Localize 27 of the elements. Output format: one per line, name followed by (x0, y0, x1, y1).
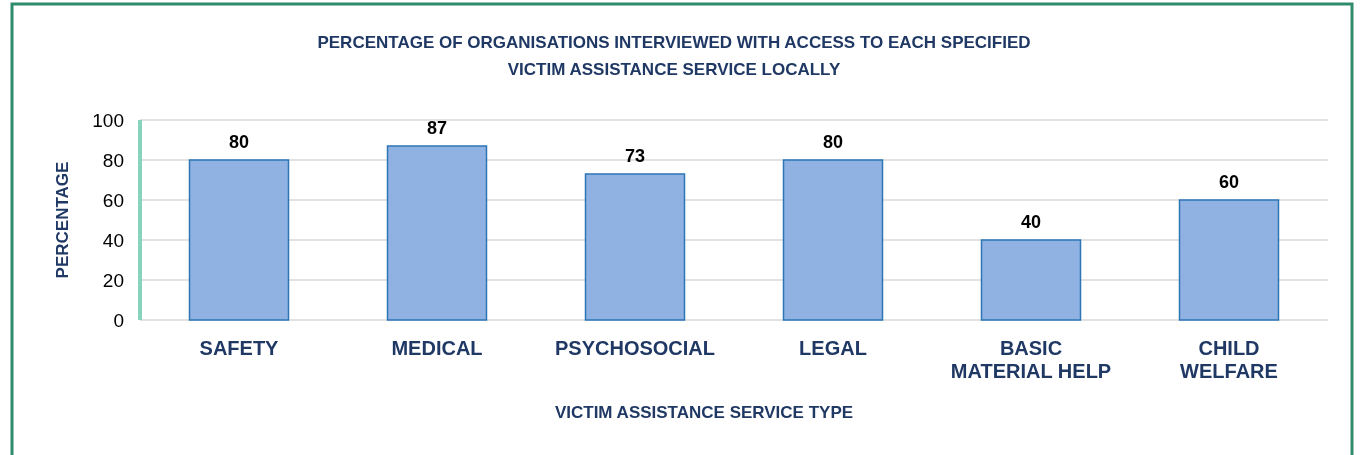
x-tick-label: BASIC MATERIAL HELP (950, 337, 1112, 382)
data-label: 80 (822, 132, 844, 152)
x-tick-label: SAFETY (199, 337, 280, 359)
y-tick-label: 20 (102, 269, 124, 291)
y-tick-label: 80 (102, 149, 124, 171)
x-tick-label: PSYCHOSOCIAL (554, 337, 716, 359)
y-tick-label: 60 (102, 189, 124, 211)
bar (782, 159, 884, 321)
data-label: 73 (624, 146, 646, 166)
x-axis-title: VICTIM ASSISTANCE SERVICE TYPE (554, 403, 854, 422)
y-tick-label: 100 (92, 109, 124, 131)
y-axis-title: PERCENTAGE (53, 161, 72, 279)
bar (188, 159, 290, 321)
bar (584, 173, 686, 321)
bar (386, 145, 488, 321)
bar (980, 239, 1082, 321)
data-label: 87 (426, 118, 448, 138)
x-tick-label: CHILD WELFARE (1180, 337, 1278, 382)
y-tick-label: 40 (102, 229, 124, 251)
data-label: 60 (1218, 172, 1240, 192)
chart-title: PERCENTAGE OF ORGANISATIONS INTERVIEWED WITH ACCESS TO EACH SPECIFIED VICTIM ASSISTANCE SERVICE LOCALLY (317, 33, 1031, 79)
x-tick-label: LEGAL (799, 337, 867, 359)
y-tick-label: 0 (113, 309, 124, 331)
x-tick-label: MEDICAL (391, 337, 483, 359)
data-label: 40 (1020, 212, 1042, 232)
data-label: 80 (228, 132, 250, 152)
bar (1178, 199, 1280, 321)
